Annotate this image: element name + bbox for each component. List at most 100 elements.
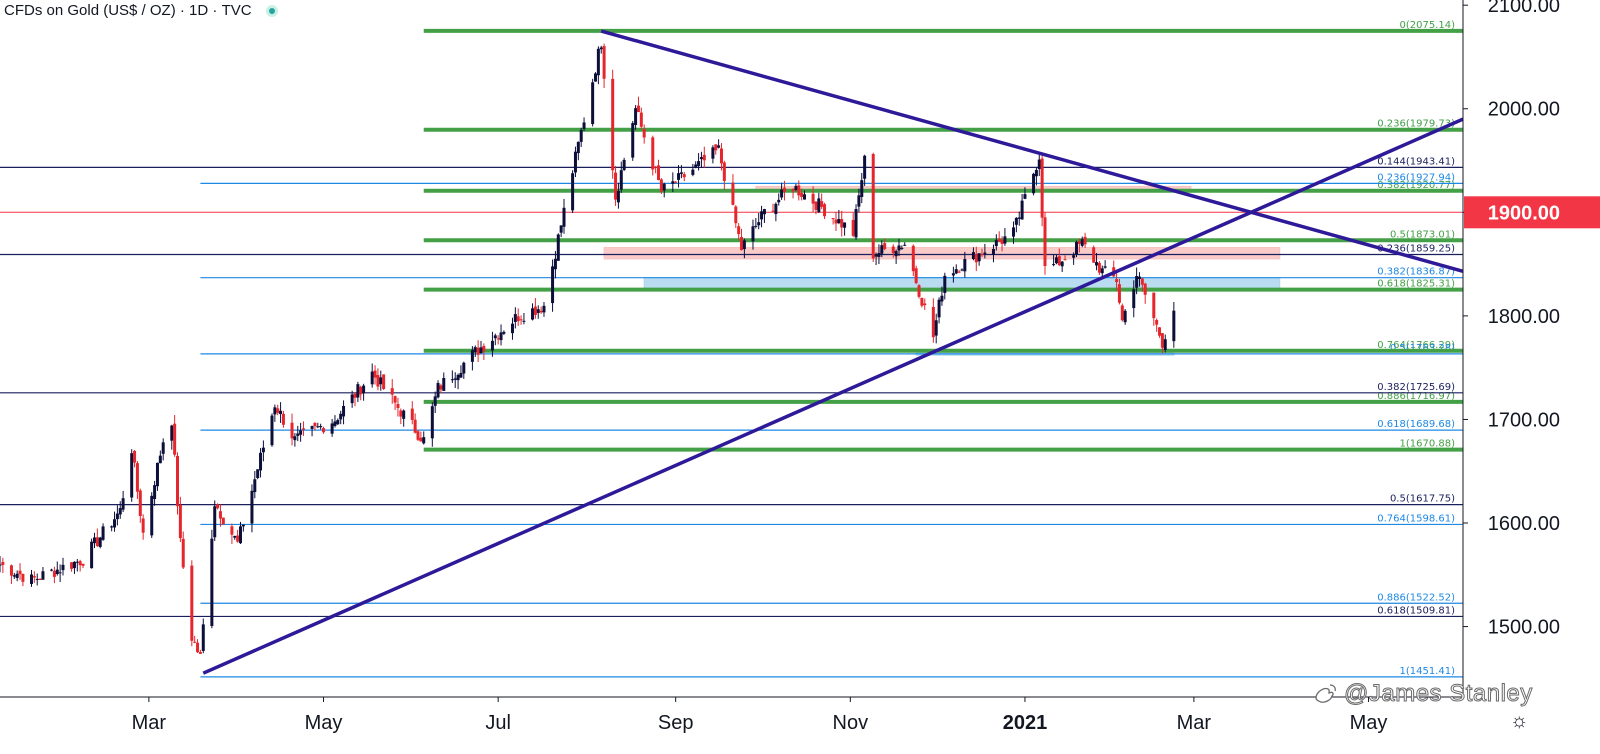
time-tick-label: May: [305, 712, 343, 734]
candle-body: [95, 537, 99, 547]
candle-body: [121, 498, 125, 510]
candle-body: [133, 450, 137, 463]
candle: [954, 264, 958, 275]
candle-body: [1037, 159, 1041, 170]
candle-body: [135, 463, 139, 492]
candle: [155, 462, 159, 491]
candle-body: [0, 564, 2, 566]
candle-body: [974, 254, 978, 263]
candle-body: [1092, 247, 1096, 263]
candle: [95, 528, 99, 547]
fib-level-label: 0.886(1522.52): [1377, 592, 1455, 603]
candle-body: [1034, 169, 1038, 177]
candle: [29, 569, 33, 587]
candle-body: [579, 130, 583, 142]
candle-body: [662, 183, 666, 191]
candle-body: [871, 154, 875, 259]
candle: [931, 298, 935, 343]
fib-level-label: 0.382(1725.69): [1377, 382, 1455, 393]
candle: [611, 69, 615, 179]
candle-body: [760, 211, 764, 220]
candle: [513, 307, 517, 329]
candle: [442, 372, 446, 391]
candle-body: [379, 377, 383, 385]
candle-body: [659, 179, 663, 192]
candle-body: [911, 245, 915, 272]
candle: [714, 144, 718, 155]
candle: [55, 561, 59, 576]
candle-body: [1012, 227, 1016, 237]
candle-body: [330, 423, 334, 434]
candle-body: [115, 513, 119, 520]
candle-body: [370, 371, 374, 385]
candle: [41, 567, 45, 580]
candle: [1072, 252, 1076, 265]
candle: [1037, 153, 1041, 177]
candle: [843, 222, 847, 236]
candle-body: [513, 314, 517, 322]
chart-header: CFDs on Gold (US$ / OZ) · 1D · TVC: [4, 2, 278, 19]
candle-body: [1120, 305, 1124, 321]
candle: [301, 421, 305, 436]
candle-body: [153, 485, 157, 499]
gear-icon[interactable]: ☼: [1510, 710, 1529, 732]
candle: [290, 413, 294, 446]
interval-label[interactable]: 1D: [189, 2, 209, 19]
candle-body: [891, 246, 895, 254]
candle: [860, 172, 864, 204]
candle: [399, 408, 403, 425]
candle: [1135, 267, 1139, 295]
candle: [336, 418, 340, 426]
candle-body: [780, 189, 784, 198]
candle: [250, 484, 254, 533]
candle-body: [161, 442, 165, 454]
candle-body: [934, 320, 938, 336]
candle-body: [940, 295, 944, 302]
candle-body: [1132, 289, 1136, 309]
candle-body: [682, 174, 686, 178]
candle: [1023, 187, 1027, 200]
candle-body: [651, 137, 655, 170]
candle: [339, 410, 343, 425]
candle-body: [782, 187, 786, 192]
candle: [322, 426, 326, 434]
market-open-dot-icon: [265, 4, 278, 17]
candle-body: [980, 254, 984, 256]
candle-body: [920, 297, 924, 306]
symbol-name[interactable]: CFDs on Gold (US$ / OZ): [4, 2, 176, 19]
candle-body: [376, 375, 380, 387]
candle-body: [118, 508, 122, 515]
candle: [1080, 236, 1084, 248]
candle: [230, 523, 234, 544]
candle-body: [399, 410, 403, 417]
candle-body: [462, 362, 466, 374]
candle: [18, 563, 22, 580]
candle-body: [81, 563, 85, 566]
candle: [1103, 260, 1107, 269]
candle: [1020, 194, 1024, 220]
candle-body: [931, 306, 935, 338]
time-tick-label: May: [1350, 712, 1388, 734]
candle: [359, 385, 363, 401]
candle: [261, 440, 265, 462]
candle-body: [997, 238, 1001, 242]
candle-body: [691, 169, 695, 175]
candle-body: [35, 578, 39, 580]
candle-body: [218, 511, 222, 519]
fib-level-label: 0.236(1859.25): [1377, 244, 1455, 255]
candle-body: [917, 285, 921, 297]
candle-body: [1172, 310, 1176, 342]
candle: [256, 469, 260, 480]
candle-body: [1060, 261, 1064, 267]
candle: [636, 96, 640, 113]
fib-level-label: 0.5(1617.75): [1390, 494, 1455, 505]
candle: [373, 365, 377, 385]
candle: [1057, 248, 1061, 267]
fib-level-label: 0.618(1825.31): [1377, 279, 1455, 290]
candle-body: [639, 112, 643, 127]
candle: [479, 340, 483, 354]
candle: [780, 182, 784, 200]
candle: [281, 410, 285, 428]
candle-body: [542, 305, 546, 313]
